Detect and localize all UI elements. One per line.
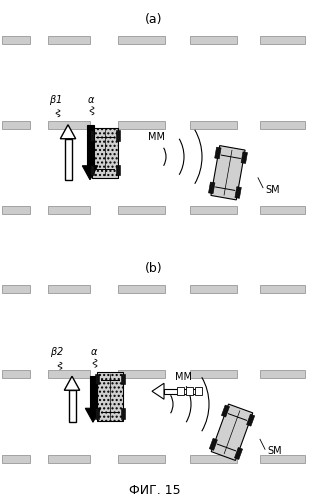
Polygon shape — [95, 374, 99, 384]
Polygon shape — [247, 414, 255, 426]
Polygon shape — [65, 139, 71, 180]
FancyBboxPatch shape — [195, 387, 202, 395]
Polygon shape — [209, 182, 215, 194]
FancyBboxPatch shape — [190, 206, 237, 214]
Polygon shape — [90, 376, 96, 408]
FancyBboxPatch shape — [48, 36, 90, 44]
Polygon shape — [60, 125, 76, 139]
Polygon shape — [222, 405, 230, 417]
FancyBboxPatch shape — [190, 370, 237, 378]
Text: $\alpha$: $\alpha$ — [90, 347, 98, 357]
Polygon shape — [209, 438, 218, 450]
Polygon shape — [241, 152, 248, 164]
Polygon shape — [92, 128, 118, 178]
FancyBboxPatch shape — [48, 285, 90, 293]
Polygon shape — [82, 166, 98, 180]
Polygon shape — [152, 383, 164, 399]
FancyBboxPatch shape — [260, 206, 305, 214]
FancyBboxPatch shape — [118, 370, 165, 378]
FancyBboxPatch shape — [260, 455, 305, 463]
FancyBboxPatch shape — [118, 121, 165, 129]
FancyBboxPatch shape — [190, 36, 237, 44]
Text: MM: MM — [148, 132, 165, 142]
FancyBboxPatch shape — [2, 285, 30, 293]
Polygon shape — [97, 371, 123, 421]
FancyBboxPatch shape — [260, 370, 305, 378]
Text: ФИГ. 15: ФИГ. 15 — [129, 484, 180, 497]
Polygon shape — [64, 376, 80, 390]
FancyBboxPatch shape — [48, 121, 90, 129]
FancyBboxPatch shape — [260, 285, 305, 293]
Polygon shape — [235, 448, 243, 460]
Text: $\beta$1: $\beta$1 — [49, 93, 61, 107]
FancyBboxPatch shape — [2, 206, 30, 214]
Text: $\alpha$: $\alpha$ — [87, 95, 95, 105]
Text: SM: SM — [267, 446, 281, 456]
Polygon shape — [85, 408, 101, 422]
FancyBboxPatch shape — [260, 121, 305, 129]
Text: (a): (a) — [145, 13, 163, 26]
FancyBboxPatch shape — [2, 455, 30, 463]
FancyBboxPatch shape — [2, 121, 30, 129]
Text: (b): (b) — [145, 262, 163, 275]
FancyBboxPatch shape — [2, 370, 30, 378]
FancyBboxPatch shape — [190, 455, 237, 463]
FancyBboxPatch shape — [2, 36, 30, 44]
FancyBboxPatch shape — [48, 206, 90, 214]
FancyBboxPatch shape — [118, 36, 165, 44]
Polygon shape — [87, 125, 94, 166]
Polygon shape — [121, 408, 125, 419]
Polygon shape — [211, 146, 245, 200]
Polygon shape — [116, 130, 120, 141]
Polygon shape — [211, 404, 253, 461]
FancyBboxPatch shape — [118, 455, 165, 463]
Polygon shape — [215, 147, 221, 159]
Polygon shape — [235, 187, 241, 199]
FancyBboxPatch shape — [260, 36, 305, 44]
Text: MM: MM — [175, 372, 192, 382]
FancyBboxPatch shape — [48, 455, 90, 463]
FancyBboxPatch shape — [164, 389, 200, 394]
Text: SM: SM — [265, 185, 280, 195]
Polygon shape — [90, 165, 94, 176]
FancyBboxPatch shape — [186, 387, 193, 395]
Polygon shape — [95, 408, 99, 419]
Polygon shape — [121, 374, 125, 384]
Text: $\beta$2: $\beta$2 — [50, 345, 64, 359]
Polygon shape — [90, 130, 94, 141]
FancyBboxPatch shape — [118, 206, 165, 214]
Polygon shape — [116, 165, 120, 176]
FancyBboxPatch shape — [48, 370, 90, 378]
FancyBboxPatch shape — [190, 121, 237, 129]
FancyBboxPatch shape — [118, 285, 165, 293]
FancyBboxPatch shape — [190, 285, 237, 293]
Polygon shape — [69, 390, 75, 422]
FancyBboxPatch shape — [177, 387, 184, 395]
